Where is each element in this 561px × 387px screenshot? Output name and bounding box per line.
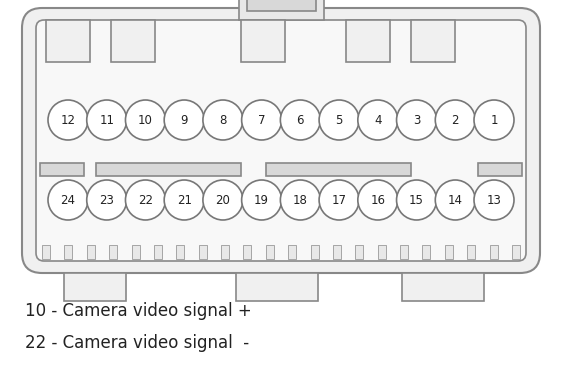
Circle shape <box>397 100 436 140</box>
Bar <box>266 163 411 176</box>
Circle shape <box>87 180 127 220</box>
Text: 8: 8 <box>219 113 227 127</box>
Bar <box>221 245 229 259</box>
Bar <box>411 20 455 62</box>
Bar <box>111 20 155 62</box>
Text: 12: 12 <box>61 113 76 127</box>
Bar <box>400 245 408 259</box>
Circle shape <box>397 180 436 220</box>
Bar <box>154 245 162 259</box>
Circle shape <box>126 100 165 140</box>
Text: 5: 5 <box>335 113 343 127</box>
Bar <box>241 20 285 62</box>
Bar <box>378 245 386 259</box>
Circle shape <box>474 180 514 220</box>
Text: 14: 14 <box>448 194 463 207</box>
Bar <box>131 245 140 259</box>
Bar <box>478 163 522 176</box>
Circle shape <box>358 180 398 220</box>
Text: 16: 16 <box>370 194 385 207</box>
Bar <box>266 245 274 259</box>
Bar <box>65 245 72 259</box>
Circle shape <box>242 100 282 140</box>
Bar <box>311 245 319 259</box>
Bar <box>243 245 251 259</box>
Bar <box>512 245 520 259</box>
Text: 2: 2 <box>452 113 459 127</box>
Bar <box>247 0 316 11</box>
Bar <box>445 245 453 259</box>
Bar <box>40 163 84 176</box>
Circle shape <box>319 180 359 220</box>
Text: 20: 20 <box>215 194 231 207</box>
Text: 13: 13 <box>486 194 502 207</box>
Text: 10: 10 <box>138 113 153 127</box>
Circle shape <box>435 180 475 220</box>
Text: 1: 1 <box>490 113 498 127</box>
Text: 9: 9 <box>181 113 188 127</box>
Bar <box>109 245 117 259</box>
Circle shape <box>280 100 320 140</box>
Circle shape <box>48 180 88 220</box>
Text: 17: 17 <box>332 194 347 207</box>
Bar <box>467 245 475 259</box>
Text: 10 - Camera video signal +: 10 - Camera video signal + <box>25 302 252 320</box>
Text: 23: 23 <box>99 194 114 207</box>
Text: 22: 22 <box>138 194 153 207</box>
Circle shape <box>87 100 127 140</box>
Text: 19: 19 <box>254 194 269 207</box>
Bar <box>176 245 184 259</box>
Text: 22 - Camera video signal  -: 22 - Camera video signal - <box>25 334 249 352</box>
Bar <box>96 163 241 176</box>
FancyBboxPatch shape <box>22 8 540 273</box>
Circle shape <box>474 100 514 140</box>
Circle shape <box>358 100 398 140</box>
Circle shape <box>242 180 282 220</box>
Text: 18: 18 <box>293 194 308 207</box>
Text: 24: 24 <box>61 194 76 207</box>
Circle shape <box>435 100 475 140</box>
Text: 21: 21 <box>177 194 192 207</box>
Circle shape <box>48 100 88 140</box>
Text: 6: 6 <box>297 113 304 127</box>
Circle shape <box>164 100 204 140</box>
Circle shape <box>203 180 243 220</box>
Bar <box>333 245 341 259</box>
Text: 11: 11 <box>99 113 114 127</box>
Bar <box>422 245 430 259</box>
Text: 15: 15 <box>409 194 424 207</box>
Circle shape <box>203 100 243 140</box>
Bar <box>239 0 324 20</box>
Text: 7: 7 <box>258 113 265 127</box>
Text: 4: 4 <box>374 113 381 127</box>
Bar <box>490 245 498 259</box>
Circle shape <box>280 180 320 220</box>
Bar <box>355 245 364 259</box>
Bar <box>46 20 90 62</box>
Text: 3: 3 <box>413 113 420 127</box>
Bar <box>64 273 126 301</box>
Bar <box>87 245 95 259</box>
Bar <box>199 245 206 259</box>
Circle shape <box>164 180 204 220</box>
Bar <box>42 245 50 259</box>
Circle shape <box>319 100 359 140</box>
Bar <box>288 245 296 259</box>
Bar <box>346 20 390 62</box>
Circle shape <box>126 180 165 220</box>
Bar <box>402 273 484 301</box>
FancyBboxPatch shape <box>36 20 526 261</box>
Bar <box>236 273 318 301</box>
